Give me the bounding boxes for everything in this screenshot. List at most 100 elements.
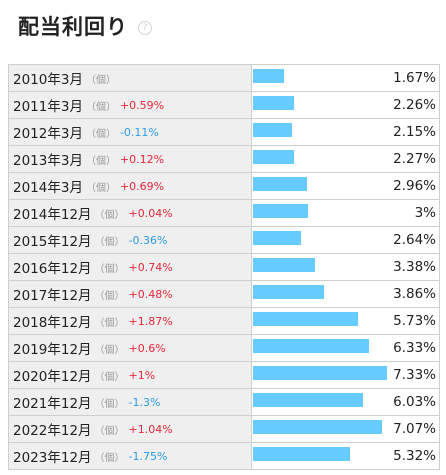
yield-bar	[253, 366, 387, 380]
row-label: 2019年12月 （個） +0.6%	[9, 335, 252, 361]
yield-value: 3.38%	[393, 259, 436, 275]
period-label: 2021年12月	[13, 396, 92, 412]
unit-label: （個）	[85, 74, 116, 86]
yield-value: 3%	[414, 205, 436, 221]
change-label: +0.74%	[128, 260, 173, 274]
yield-bar	[253, 123, 292, 137]
chart-row: 2020年12月 （個） +1% 7.33%	[8, 362, 440, 389]
chart-row: 2013年3月 （個） +0.12% 2.27%	[8, 146, 440, 173]
yield-bar	[253, 150, 294, 164]
chart-row: 2016年12月 （個） +0.74% 3.38%	[8, 254, 440, 281]
period-label: 2014年3月	[13, 180, 83, 196]
yield-bar	[253, 339, 369, 353]
yield-value: 3.86%	[393, 286, 436, 302]
chart-row: 2018年12月 （個） +1.87% 5.73%	[8, 308, 440, 335]
change-label: +0.6%	[128, 341, 166, 355]
period-label: 2017年12月	[13, 288, 92, 304]
yield-bar	[253, 69, 284, 83]
bar-cell: 7.07%	[252, 416, 441, 442]
yield-bar	[253, 447, 350, 461]
yield-value: 2.15%	[393, 124, 436, 140]
row-label: 2014年3月 （個） +0.69%	[9, 173, 252, 199]
change-label: +0.59%	[119, 98, 165, 112]
chart-row: 2017年12月 （個） +0.48% 3.86%	[8, 281, 440, 308]
change-label: +0.04%	[128, 206, 173, 220]
row-label: 2012年3月 （個） -0.11%	[9, 119, 252, 145]
bar-cell: 5.73%	[252, 308, 441, 334]
row-label: 2022年12月 （個） +1.04%	[9, 416, 252, 442]
help-icon[interactable]: ?	[138, 21, 152, 35]
period-label: 2010年3月	[13, 72, 83, 88]
bar-cell: 5.32%	[252, 443, 441, 469]
page-title: 配当利回り	[18, 15, 128, 39]
unit-label: （個）	[85, 182, 116, 194]
yield-value: 5.32%	[393, 448, 436, 464]
row-label: 2013年3月 （個） +0.12%	[9, 146, 252, 172]
row-label: 2015年12月 （個） -0.36%	[9, 227, 252, 253]
period-label: 2018年12月	[13, 315, 92, 331]
row-label: 2011年3月 （個） +0.59%	[9, 92, 252, 118]
change-label: +0.69%	[119, 179, 165, 193]
period-label: 2014年12月	[13, 207, 92, 223]
period-label: 2012年3月	[13, 126, 83, 142]
title-row: 配当利回り ?	[18, 8, 152, 44]
unit-label: （個）	[94, 452, 125, 464]
yield-value: 2.26%	[393, 97, 436, 113]
bar-cell: 7.33%	[252, 362, 441, 388]
unit-label: （個）	[85, 128, 116, 140]
row-label: 2010年3月 （個）	[9, 65, 252, 91]
yield-value: 2.96%	[393, 178, 436, 194]
yield-bar	[253, 204, 308, 218]
period-label: 2019年12月	[13, 342, 92, 358]
unit-label: （個）	[94, 344, 125, 356]
period-label: 2023年12月	[13, 450, 92, 466]
bar-cell: 2.15%	[252, 119, 441, 145]
yield-value: 7.33%	[393, 367, 436, 383]
bar-cell: 3.86%	[252, 281, 441, 307]
row-label: 2016年12月 （個） +0.74%	[9, 254, 252, 280]
chart-row: 2015年12月 （個） -0.36% 2.64%	[8, 227, 440, 254]
bar-cell: 6.03%	[252, 389, 441, 415]
bar-cell: 2.96%	[252, 173, 441, 199]
row-label: 2014年12月 （個） +0.04%	[9, 200, 252, 226]
unit-label: （個）	[94, 236, 125, 248]
chart-row: 2014年12月 （個） +0.04% 3%	[8, 200, 440, 227]
yield-value: 2.27%	[393, 151, 436, 167]
chart-row: 2010年3月 （個） 1.67%	[8, 65, 440, 92]
period-label: 2022年12月	[13, 423, 92, 439]
period-label: 2016年12月	[13, 261, 92, 277]
yield-bar	[253, 231, 301, 245]
change-label: -1.75%	[128, 449, 168, 463]
change-label: +0.48%	[128, 287, 173, 301]
chart-row: 2011年3月 （個） +0.59% 2.26%	[8, 92, 440, 119]
chart-row: 2012年3月 （個） -0.11% 2.15%	[8, 119, 440, 146]
chart-row: 2019年12月 （個） +0.6% 6.33%	[8, 335, 440, 362]
yield-value: 7.07%	[393, 421, 436, 437]
change-label: -0.11%	[119, 125, 159, 139]
yield-value: 6.03%	[393, 394, 436, 410]
chart-row: 2023年12月 （個） -1.75% 5.32%	[8, 443, 440, 470]
change-label: +1.87%	[128, 314, 173, 328]
period-label: 2015年12月	[13, 234, 92, 250]
change-label: -1.3%	[128, 395, 161, 409]
yield-value: 2.64%	[393, 232, 436, 248]
bar-cell: 2.27%	[252, 146, 441, 172]
change-label: +1%	[128, 368, 156, 382]
chart-row: 2022年12月 （個） +1.04% 7.07%	[8, 416, 440, 443]
change-label: -0.36%	[128, 233, 168, 247]
bar-cell: 3%	[252, 200, 441, 226]
chart-row: 2021年12月 （個） -1.3% 6.03%	[8, 389, 440, 416]
bar-cell: 2.64%	[252, 227, 441, 253]
bar-cell: 1.67%	[252, 65, 441, 91]
yield-bar	[253, 285, 324, 299]
unit-label: （個）	[94, 209, 125, 221]
unit-label: （個）	[94, 317, 125, 329]
row-label: 2017年12月 （個） +0.48%	[9, 281, 252, 307]
yield-bar	[253, 393, 363, 407]
yield-bar	[253, 312, 358, 326]
period-label: 2013年3月	[13, 153, 83, 169]
yield-bar	[253, 258, 315, 272]
row-label: 2021年12月 （個） -1.3%	[9, 389, 252, 415]
period-label: 2020年12月	[13, 369, 92, 385]
change-label: +1.04%	[128, 422, 173, 436]
